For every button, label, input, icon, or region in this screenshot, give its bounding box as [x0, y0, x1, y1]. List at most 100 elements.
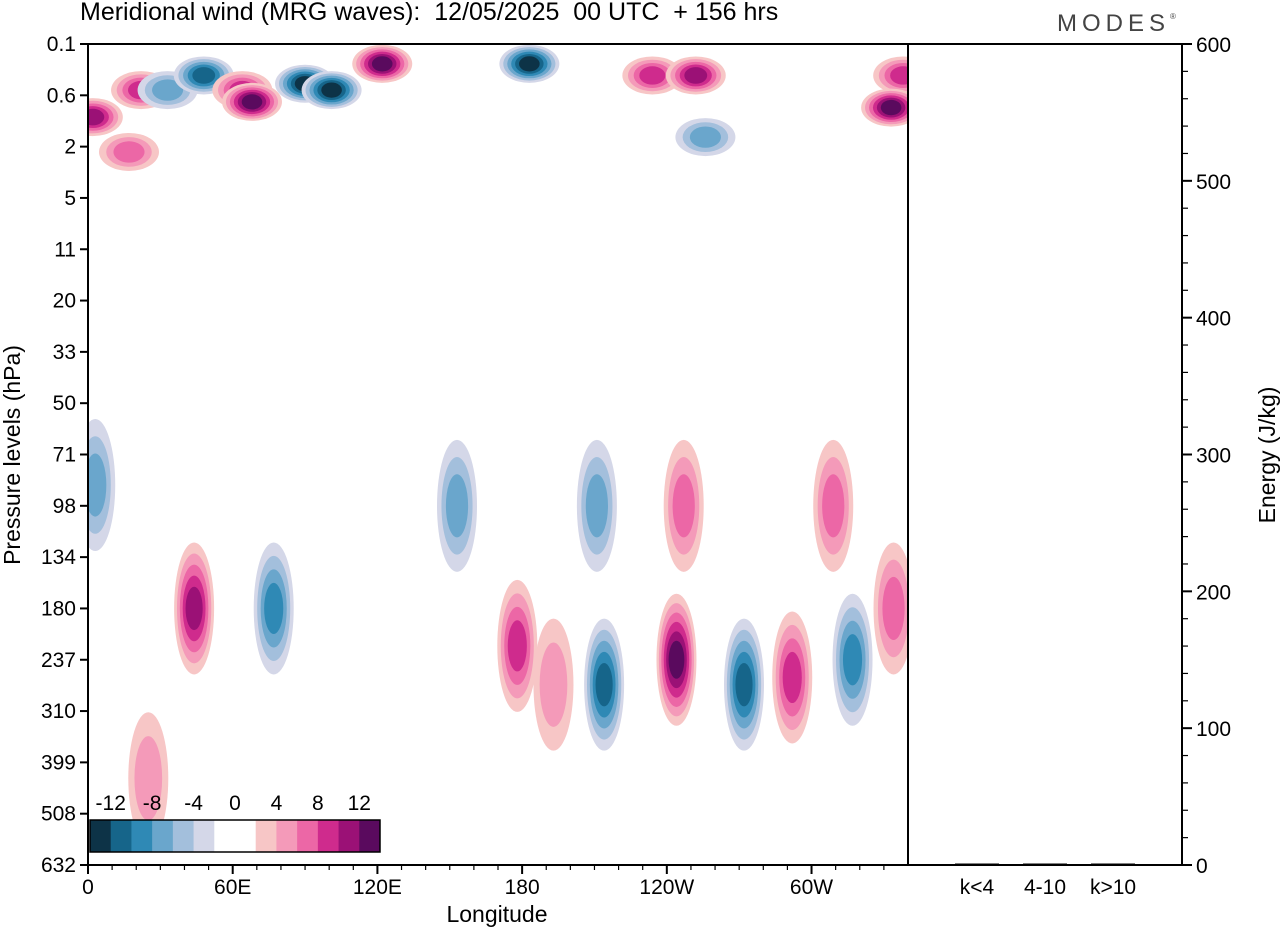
contour-negative-30	[88, 453, 107, 517]
chart-title: Meridional wind (MRG waves): 12/05/2025 …	[80, 0, 779, 26]
energy-category-label: k>10	[1090, 876, 1136, 899]
energy-tick-label: 0	[1196, 855, 1208, 878]
y-tick-label: 310	[41, 700, 76, 723]
y-tick-label: 632	[41, 854, 76, 877]
colorbar-swatch	[338, 820, 360, 852]
contour-features	[88, 44, 908, 845]
heatmap-layer	[88, 44, 908, 845]
y-tick-label: 71	[53, 444, 76, 467]
y-tick-label: 237	[41, 649, 76, 672]
y-tick-label: 98	[53, 495, 76, 518]
colorbar-swatch	[359, 820, 381, 852]
y-tick-label: 0.6	[47, 84, 76, 107]
contour-positive-11	[684, 67, 708, 84]
contour-positive-0	[88, 108, 105, 126]
contour-negative-7	[321, 82, 342, 98]
contour-negative-3	[192, 67, 216, 84]
colorbar-label: -12	[96, 792, 126, 815]
contour-negative-22	[595, 662, 613, 707]
colorbar-swatch	[172, 820, 195, 852]
colorbar-swatch	[90, 820, 112, 852]
energy-tick-label: 400	[1196, 308, 1231, 331]
contour-negative-2	[152, 79, 184, 101]
contour-positive-23	[672, 474, 695, 538]
y-axis-label: Pressure levels (hPa)	[0, 345, 25, 565]
colorbar-swatch	[255, 820, 277, 852]
energy-category-label: 4-10	[1024, 876, 1066, 899]
colorbar-swatch	[193, 820, 215, 852]
colorbar: -12 -8 -4 0 4 8 12	[89, 792, 381, 853]
energy-bar-2	[1023, 863, 1067, 865]
y-tick-label: 399	[41, 751, 76, 774]
colorbar-swatch	[131, 820, 153, 852]
contour-negative-18	[445, 474, 469, 538]
energy-bar-1	[955, 863, 999, 865]
energy-panel: 0 100 200 300 400 500 600 k<4 4-10 k>10	[908, 34, 1231, 899]
colorbar-label: -4	[184, 792, 203, 815]
contour-negative-14	[689, 126, 721, 148]
y-tick-label: 50	[53, 392, 76, 415]
x-tick-label: 120E	[353, 876, 402, 899]
energy-axis-label: Energy (J/kg)	[1254, 387, 1280, 524]
x-tick-label: 0	[82, 876, 94, 899]
x-tick-label: 120W	[639, 876, 694, 899]
contour-negative-9	[519, 56, 540, 72]
y-tick-label: 11	[54, 238, 76, 261]
energy-category-label: k<4	[960, 876, 995, 899]
axes-layer: 0.1 0.6 2 5 11 20 33 50 71 98 134 180 237 310 399 508 63…	[41, 33, 885, 899]
contour-positive-24	[668, 640, 685, 679]
y-tick-label: 0.1	[47, 33, 76, 56]
brand-logo: MODES®	[1057, 10, 1176, 38]
contour-positive-15	[113, 141, 145, 163]
x-tick-label: 60W	[790, 876, 833, 899]
contour-positive-8	[371, 56, 393, 72]
contour-positive-16	[185, 586, 203, 631]
x-tick-label: 60E	[214, 876, 251, 899]
registered-mark: ®	[1170, 12, 1176, 21]
y-tick-label: 2	[64, 136, 76, 159]
heatmap-frame	[87, 43, 909, 866]
colorbar-swatch	[297, 820, 319, 852]
y-tick-label: 20	[53, 290, 76, 313]
y-tick-label: 33	[53, 341, 76, 364]
contour-positive-10	[639, 66, 666, 85]
energy-tick-label: 200	[1196, 581, 1231, 604]
y-tick-label: 5	[64, 187, 76, 210]
contour-positive-31	[134, 736, 163, 821]
brand-name: MODES	[1057, 10, 1171, 37]
x-axis-label: Longitude	[446, 901, 547, 927]
y-tick-label: 134	[41, 546, 76, 569]
colorbar-label: -8	[143, 792, 162, 815]
colorbar-swatch	[152, 820, 174, 852]
colorbar-swatch	[317, 820, 340, 852]
energy-tick-label: 500	[1196, 171, 1231, 194]
x-tick-label: 180	[505, 876, 540, 899]
contour-positive-26	[782, 651, 802, 704]
colorbar-frame	[89, 819, 381, 853]
colorbar-label: 12	[348, 792, 371, 815]
colorbar-label: 8	[312, 792, 324, 815]
contour-positive-29	[882, 576, 905, 640]
contour-positive-13	[880, 99, 902, 116]
contour-negative-21	[585, 474, 608, 538]
colorbar-swatch	[235, 820, 257, 852]
y-tick-label: 508	[41, 803, 76, 826]
colorbar-swatch	[276, 820, 298, 852]
colorbar-swatch	[110, 820, 132, 852]
colorbar-swatch	[214, 820, 236, 852]
contour-positive-20	[539, 642, 568, 727]
contour-positive-19	[507, 620, 527, 672]
contour-negative-27	[842, 634, 863, 686]
contour-negative-25	[735, 662, 753, 707]
contour-positive-28	[822, 474, 845, 538]
y-tick-label: 180	[41, 597, 76, 620]
colorbar-label: 4	[271, 792, 283, 815]
energy-tick-label: 600	[1196, 34, 1231, 57]
energy-tick-label: 100	[1196, 718, 1231, 741]
contour-positive-12	[890, 66, 908, 85]
energy-tick-label: 300	[1196, 445, 1231, 468]
energy-bar-3	[1091, 863, 1135, 865]
colorbar-label: 0	[229, 792, 241, 815]
contour-negative-17	[264, 582, 284, 635]
